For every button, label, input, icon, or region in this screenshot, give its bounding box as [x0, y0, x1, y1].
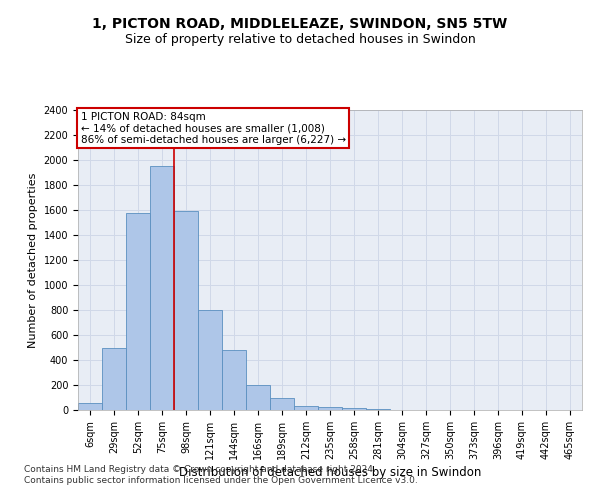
X-axis label: Distribution of detached houses by size in Swindon: Distribution of detached houses by size … [179, 466, 481, 479]
Bar [126, 212, 150, 410]
Text: 1, PICTON ROAD, MIDDLELEAZE, SWINDON, SN5 5TW: 1, PICTON ROAD, MIDDLELEAZE, SWINDON, SN… [92, 18, 508, 32]
Bar [342, 408, 366, 410]
Bar [78, 402, 102, 410]
Bar [294, 406, 318, 410]
Bar [102, 348, 126, 410]
Bar [246, 385, 270, 410]
Text: Contains public sector information licensed under the Open Government Licence v3: Contains public sector information licen… [24, 476, 418, 485]
Bar [198, 310, 222, 410]
Bar [270, 398, 294, 410]
Text: Size of property relative to detached houses in Swindon: Size of property relative to detached ho… [125, 32, 475, 46]
Text: Contains HM Land Registry data © Crown copyright and database right 2024.: Contains HM Land Registry data © Crown c… [24, 465, 376, 474]
Y-axis label: Number of detached properties: Number of detached properties [28, 172, 38, 348]
Bar [174, 211, 198, 410]
Bar [150, 166, 174, 410]
Bar [318, 406, 342, 410]
Text: 1 PICTON ROAD: 84sqm
← 14% of detached houses are smaller (1,008)
86% of semi-de: 1 PICTON ROAD: 84sqm ← 14% of detached h… [80, 112, 346, 144]
Bar [222, 350, 246, 410]
